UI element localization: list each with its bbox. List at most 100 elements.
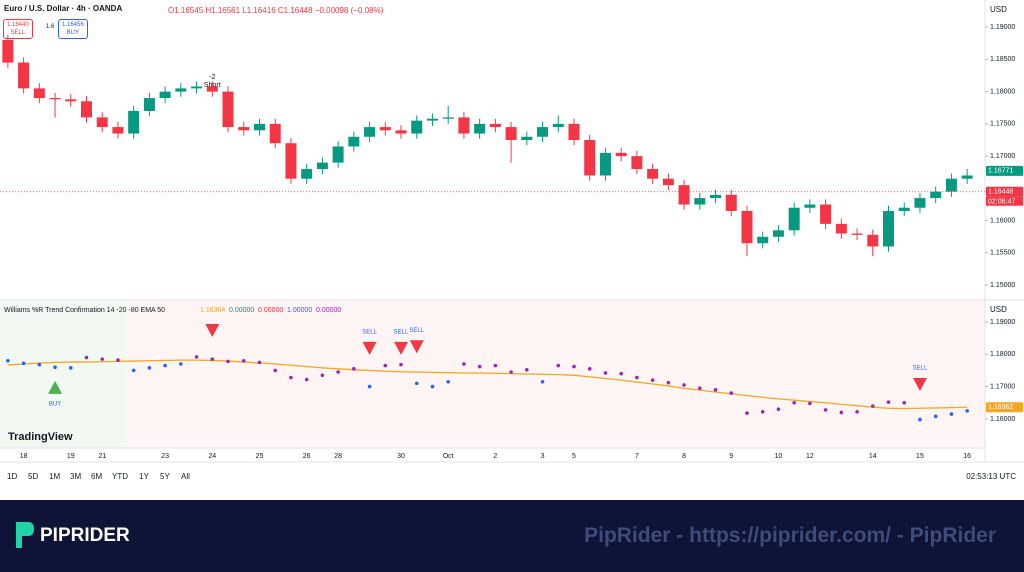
candle-body <box>788 207 800 231</box>
candle-body <box>599 152 611 176</box>
candle-body <box>18 62 30 89</box>
candle-body <box>552 123 564 128</box>
wr-dot <box>556 363 561 368</box>
wr-dot <box>713 388 718 392</box>
candle-body <box>426 118 438 121</box>
candle-body <box>269 123 281 144</box>
x-tick-label: 16 <box>963 453 971 460</box>
candle-body <box>521 136 533 140</box>
price-tag-label: 1.16362 <box>988 404 1013 411</box>
range-button[interactable]: All <box>181 472 190 481</box>
status-value: 1.00000 <box>287 307 312 314</box>
candle-body <box>930 191 942 199</box>
wr-dot <box>477 364 482 369</box>
range-button[interactable]: 1M <box>49 472 61 481</box>
wr-dot <box>949 412 954 416</box>
wr-dot <box>273 368 278 373</box>
wr-dot <box>53 365 57 370</box>
candle-body <box>96 117 108 128</box>
clock: 02:53:13 UTC <box>966 472 1016 481</box>
sell-button[interactable]: 1.16440 SELL <box>3 19 33 39</box>
price-tag-label: 1.16448 <box>988 189 1013 196</box>
candle-body <box>128 110 140 134</box>
wr-dot <box>37 362 42 367</box>
wr-dot <box>493 363 498 368</box>
x-tick-label: 24 <box>208 453 216 460</box>
range-button[interactable]: 1Y <box>139 472 149 481</box>
candle-body <box>505 127 517 140</box>
candle-body <box>2 40 14 63</box>
candle-body <box>835 223 847 234</box>
wr-dot <box>682 383 686 387</box>
wr-dot <box>603 371 608 375</box>
wr-dot <box>226 359 230 364</box>
candle-body <box>143 98 155 111</box>
wr-dot <box>650 378 655 382</box>
x-tick-label: 28 <box>334 453 342 460</box>
candle-body <box>851 233 863 235</box>
wr-dot <box>68 366 73 370</box>
wr-dot <box>729 391 734 395</box>
zone-bull <box>0 300 127 448</box>
wr-dot <box>163 363 167 368</box>
range-button[interactable]: 6M <box>91 472 103 481</box>
buy-button[interactable]: 1.16456 BUY <box>58 19 88 39</box>
wr-dot <box>918 417 922 422</box>
wr-dot <box>6 358 10 363</box>
candle-body <box>489 123 501 128</box>
wr-dot <box>509 370 513 374</box>
candle-body <box>301 169 313 179</box>
y-tick-label: 1.17000 <box>990 383 1015 390</box>
sell-price: 1.16440 <box>7 22 29 28</box>
candle-body <box>191 86 203 89</box>
y-tick-label: 1.18500 <box>990 56 1015 63</box>
y-tick-label: 1.18000 <box>990 88 1015 95</box>
candle-body <box>694 198 706 205</box>
x-tick-label: 12 <box>806 453 814 460</box>
signal-arrow <box>409 340 424 354</box>
range-button[interactable]: YTD <box>112 472 128 481</box>
wr-dot <box>902 400 907 405</box>
candle-body <box>253 123 265 131</box>
x-tick-label: 8 <box>682 453 686 460</box>
wr-dot <box>194 355 199 359</box>
wr-dot <box>572 364 576 369</box>
wr-dot <box>131 368 136 373</box>
candle-body <box>33 88 45 99</box>
range-button[interactable]: 3M <box>70 472 82 481</box>
wr-dot <box>210 357 215 361</box>
wr-dot <box>823 408 828 412</box>
x-tick-label: 14 <box>869 453 877 460</box>
candle-body <box>222 91 234 128</box>
candle-body <box>285 143 297 179</box>
candle-body <box>474 123 486 134</box>
countdown-bg <box>986 196 1023 206</box>
range-button[interactable]: 5D <box>28 472 39 481</box>
candle-body <box>364 127 376 137</box>
status-value: 1.16364 <box>200 307 225 314</box>
candle-body <box>820 204 832 224</box>
symbol[interactable]: Euro / U.S. Dollar · 4h · OANDA <box>4 4 123 13</box>
candle-body <box>804 204 816 208</box>
wr-dot <box>446 379 450 384</box>
wr-dot <box>430 384 435 389</box>
range-button[interactable]: 1D <box>7 472 18 481</box>
wr-dot <box>697 386 702 391</box>
range-button[interactable]: 5Y <box>160 472 170 481</box>
wr-dot <box>399 362 403 367</box>
candle-body <box>867 234 879 247</box>
signal-label: SELL <box>362 329 377 335</box>
y-tick-label: 1.15000 <box>990 282 1015 289</box>
wr-dot <box>21 361 26 366</box>
x-tick-label: 30 <box>397 453 405 460</box>
chart: USD USD Williams %R Trend Confirmation 1… <box>0 0 1024 463</box>
candle-body <box>49 98 61 100</box>
y-tick-label: 1.19000 <box>990 24 1015 31</box>
candle-body <box>568 123 580 140</box>
x-tick-label: 23 <box>161 453 169 460</box>
x-tick-label: Oct <box>443 453 454 460</box>
wr-dot <box>587 367 592 371</box>
signal-arrow <box>48 380 63 394</box>
wr-dot <box>289 375 293 380</box>
